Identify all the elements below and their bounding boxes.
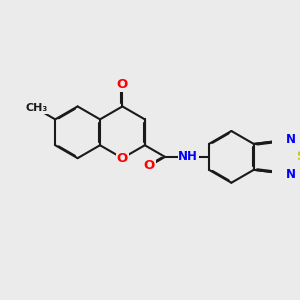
Text: CH₃: CH₃ bbox=[25, 103, 47, 113]
Text: N: N bbox=[285, 133, 296, 146]
Text: N: N bbox=[285, 168, 296, 181]
Text: O: O bbox=[117, 152, 128, 165]
Text: O: O bbox=[144, 159, 155, 172]
Text: NH: NH bbox=[178, 150, 198, 164]
Text: O: O bbox=[117, 78, 128, 91]
Text: S: S bbox=[297, 150, 300, 164]
